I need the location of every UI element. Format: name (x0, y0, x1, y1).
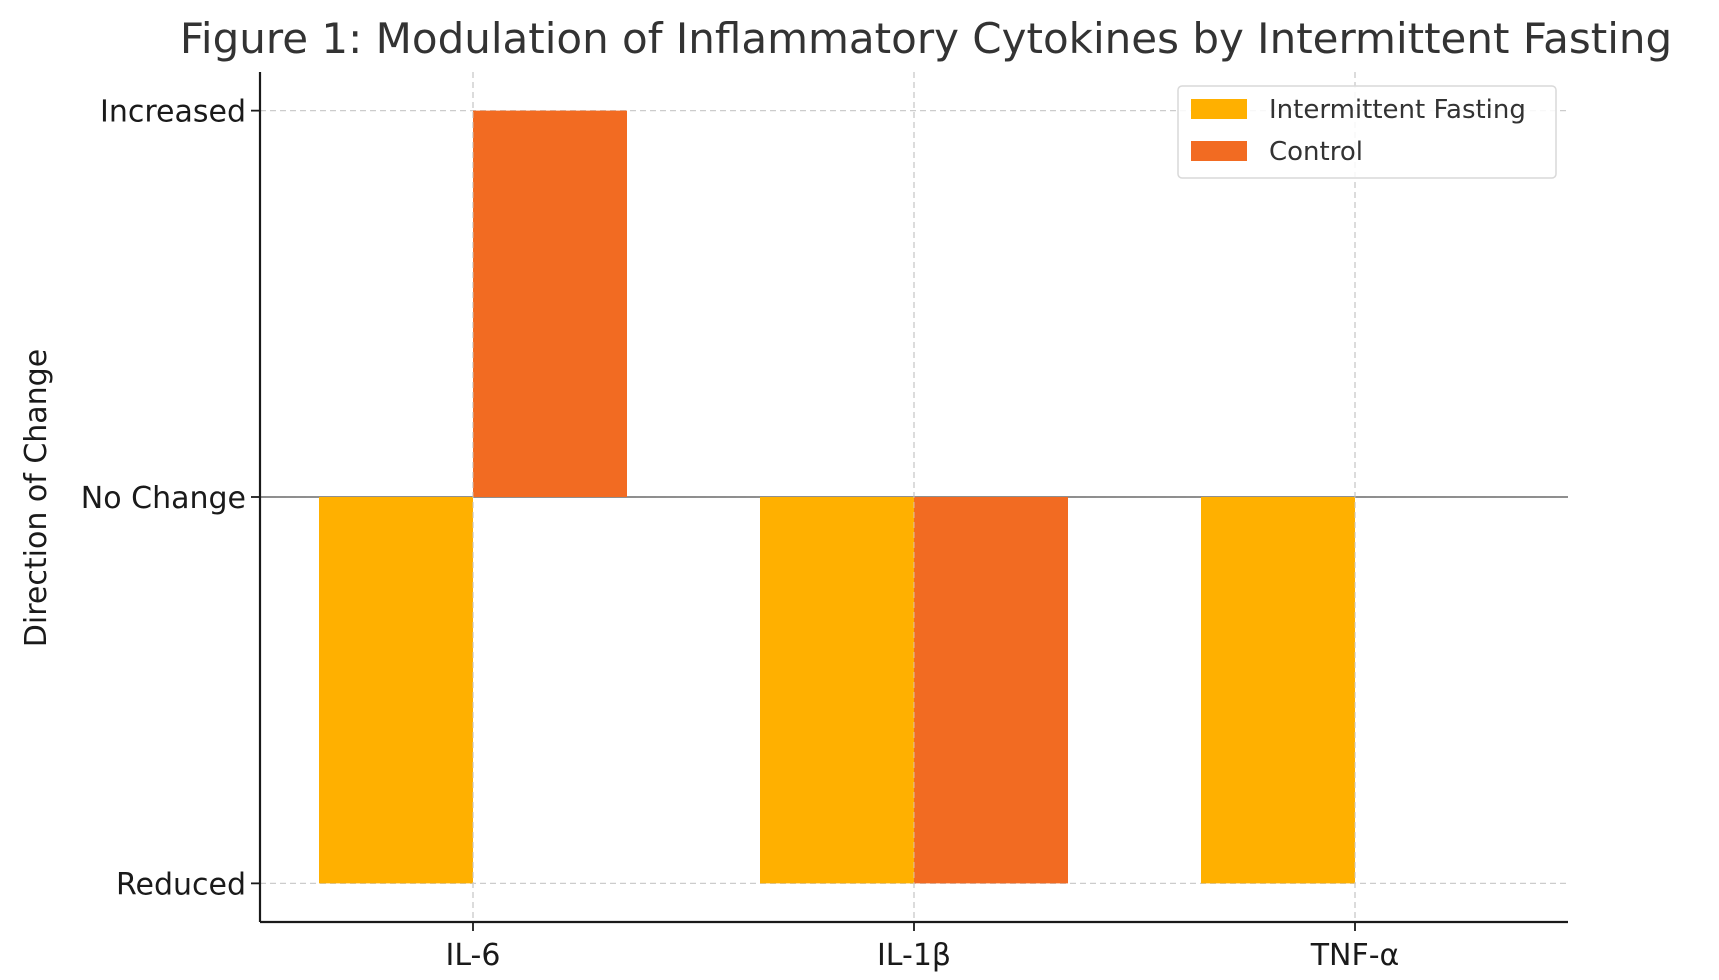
legend-label: Intermittent Fasting (1269, 95, 1526, 125)
x-ticks: IL-6 IL-1β TNF-α (446, 922, 1400, 973)
legend-swatch (1191, 99, 1247, 119)
legend-frame (1177, 85, 1557, 179)
x-tick-label: IL-6 (446, 938, 501, 973)
bar-intermittent-fasting-0 (319, 497, 473, 884)
legend: Intermittent Fasting Control (1177, 85, 1557, 179)
bar-control-0 (473, 110, 627, 498)
legend-label: Control (1269, 137, 1363, 167)
x-tick-label: TNF-α (1310, 938, 1400, 973)
bar-control-1 (914, 497, 1068, 884)
bar-intermittent-fasting-1 (760, 497, 914, 884)
y-axis-label: Direction of Change (19, 349, 54, 647)
bars (319, 72, 1356, 922)
legend-swatch (1191, 141, 1247, 161)
chart-title: Figure 1: Modulation of Inflammatory Cyt… (180, 14, 1672, 63)
y-ticks: Reduced No Change Increased (81, 95, 260, 902)
bar-intermittent-fasting-2 (1201, 497, 1355, 884)
y-tick-label: Increased (100, 95, 246, 130)
x-tick-label: IL-1β (877, 938, 951, 973)
y-tick-label: No Change (81, 481, 246, 516)
y-tick-label: Reduced (116, 867, 246, 902)
